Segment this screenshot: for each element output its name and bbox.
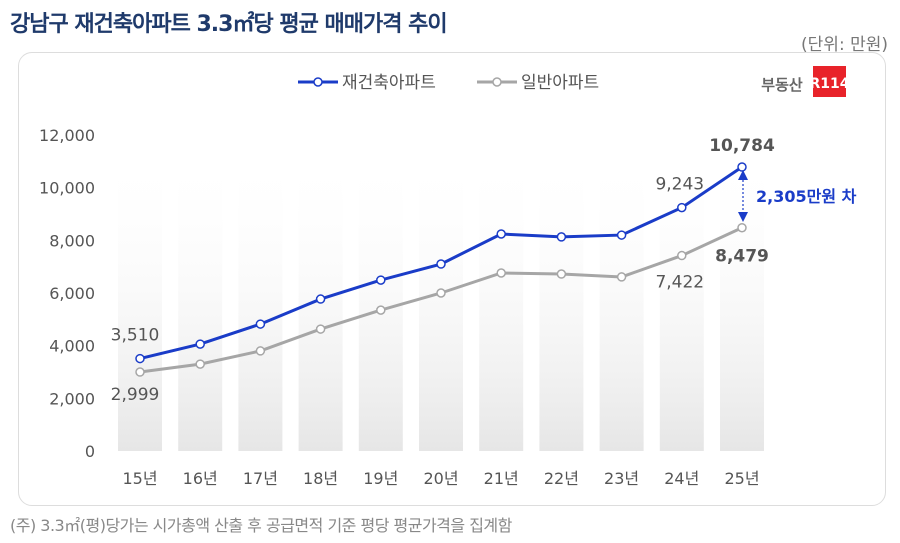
data-point bbox=[556, 232, 567, 242]
logo-badge bbox=[813, 66, 846, 97]
y-tick-label: 10,000 bbox=[39, 179, 95, 198]
legend-marker bbox=[313, 77, 323, 87]
y-tick-label: 6,000 bbox=[49, 284, 95, 303]
x-tick-label: 19년 bbox=[363, 469, 398, 488]
unit-label: (단위: 만원) bbox=[801, 35, 888, 55]
data-point bbox=[677, 202, 687, 213]
data-point bbox=[616, 272, 627, 282]
footnote: (주) 3.3㎡(평)당가는 시가총액 산출 후 공급면적 기준 평당 평균가격… bbox=[10, 516, 512, 535]
y-tick-label: 4,000 bbox=[49, 337, 95, 356]
data-point bbox=[677, 250, 687, 261]
y-tick-label: 2,000 bbox=[49, 389, 95, 408]
legend-label-rebuild: 재건축아파트 bbox=[342, 73, 436, 93]
column-band bbox=[479, 150, 524, 451]
logo-badge-text: R114 bbox=[809, 76, 849, 92]
chart-frame bbox=[18, 52, 886, 506]
difference-label: 2,305만원 차 bbox=[756, 187, 857, 206]
logo-text: 부동산 bbox=[761, 76, 803, 94]
data-point bbox=[135, 367, 145, 377]
data-point bbox=[315, 324, 326, 334]
data-label: 10,784 bbox=[709, 136, 775, 156]
data-point bbox=[376, 275, 386, 285]
column-band bbox=[118, 150, 162, 451]
x-tick-label: 18년 bbox=[303, 469, 338, 488]
data-point bbox=[195, 339, 205, 349]
data-point bbox=[315, 294, 326, 304]
data-point bbox=[737, 222, 747, 233]
x-tick-label: 22년 bbox=[544, 469, 579, 488]
data-point bbox=[737, 162, 747, 172]
y-tick-label: 0 bbox=[85, 442, 95, 461]
data-label: 2,999 bbox=[111, 385, 160, 405]
data-label: 3,510 bbox=[111, 326, 160, 346]
column-band bbox=[720, 150, 764, 451]
data-point bbox=[255, 319, 266, 329]
x-tick-label: 20년 bbox=[423, 469, 458, 488]
x-tick-label: 23년 bbox=[604, 469, 639, 488]
data-point bbox=[376, 305, 386, 315]
data-point bbox=[616, 230, 627, 240]
legend-marker bbox=[492, 77, 502, 87]
data-point bbox=[195, 359, 205, 369]
legend: 재건축아파트 일반아파트 bbox=[298, 73, 599, 93]
data-label: 7,422 bbox=[655, 273, 704, 293]
data-point bbox=[496, 229, 506, 239]
x-tick-label: 24년 bbox=[664, 469, 699, 488]
data-label: 9,243 bbox=[655, 175, 704, 195]
y-tick-label: 8,000 bbox=[49, 231, 95, 250]
arrow-head-up bbox=[738, 170, 748, 180]
column-band bbox=[599, 150, 644, 451]
x-tick-label: 16년 bbox=[183, 469, 218, 488]
x-tick-label: 15년 bbox=[122, 469, 157, 488]
column-band bbox=[178, 150, 223, 451]
legend-label-general: 일반아파트 bbox=[521, 73, 599, 93]
column-band bbox=[419, 150, 463, 451]
y-tick-label: 12,000 bbox=[39, 126, 95, 145]
data-point bbox=[255, 346, 266, 356]
column-band bbox=[358, 150, 403, 451]
data-label: 8,479 bbox=[715, 247, 769, 267]
data-point bbox=[556, 269, 567, 279]
column-band bbox=[238, 150, 283, 451]
x-tick-label: 25년 bbox=[724, 469, 759, 488]
logo: 부동산 R114 bbox=[761, 66, 850, 97]
data-point bbox=[135, 353, 145, 364]
page-title: 강남구 재건축아파트 3.3㎡당 평균 매매가격 추이 bbox=[10, 12, 448, 37]
column-band bbox=[539, 150, 584, 451]
column-band bbox=[659, 150, 704, 451]
data-point bbox=[496, 268, 506, 278]
data-point bbox=[436, 288, 446, 298]
x-tick-label: 17년 bbox=[243, 469, 278, 488]
difference-annotation: 2,305만원 차 bbox=[738, 170, 857, 222]
data-point bbox=[436, 259, 446, 269]
x-tick-label: 21년 bbox=[484, 469, 519, 488]
arrow-head-down bbox=[738, 212, 748, 222]
